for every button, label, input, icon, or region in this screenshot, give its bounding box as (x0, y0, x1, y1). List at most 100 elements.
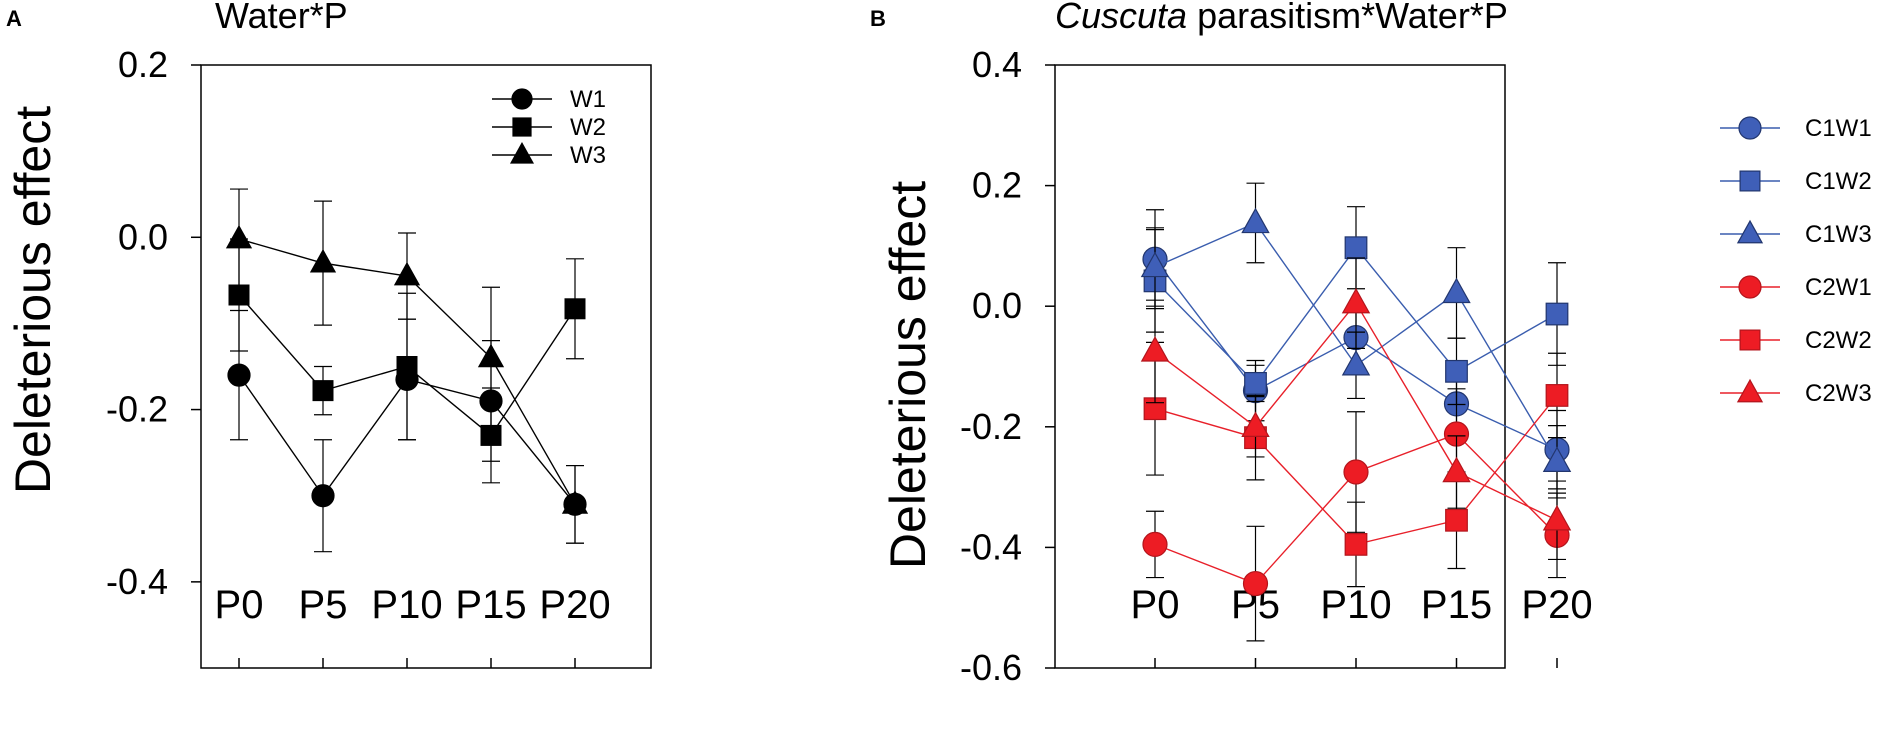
panel-b-plot-frame (1054, 64, 1506, 669)
data-point (561, 490, 589, 514)
legend-marker (1738, 116, 1762, 140)
legend-item-c2w1: C2W1 (1720, 274, 1872, 301)
legend-marker (1738, 275, 1762, 299)
panel-b-y-ticks: 0.4 0.2 0.0 -0.2 -0.4 -0.6 (960, 44, 1055, 688)
panel-b-series (1140, 182, 1572, 642)
legend-item-w3: W3 (492, 141, 606, 169)
x-tick-label: P15 (1421, 583, 1492, 627)
legend-label: C2W1 (1805, 274, 1872, 301)
data-point (1241, 411, 1270, 437)
legend-marker (1736, 378, 1764, 403)
legend-item-w2: W2 (492, 114, 606, 141)
panel-b-title-rest: parasitism*Water*P (1187, 0, 1508, 36)
legend-item-c1w3: C1W3 (1720, 219, 1872, 248)
x-tick-label: P10 (371, 583, 442, 627)
y-tick-label: 0.4 (972, 44, 1022, 85)
legend-marker (1739, 329, 1761, 351)
legend-item-c1w1: C1W1 (1720, 115, 1872, 142)
y-tick-label: -0.6 (960, 647, 1022, 688)
data-point (312, 380, 334, 402)
legend-marker (511, 88, 533, 110)
x-tick-label: P15 (455, 583, 526, 627)
data-point (1241, 207, 1270, 234)
data-point (311, 484, 335, 508)
data-point (396, 356, 418, 378)
data-point (225, 224, 253, 249)
series-c2w3 (1140, 257, 1572, 561)
data-point (1344, 236, 1368, 260)
y-tick-label: -0.2 (106, 389, 168, 430)
panel-a-plot-frame (200, 64, 652, 669)
data-point (1442, 277, 1471, 304)
panel-a-y-ticks: 0.2 0.0 -0.2 -0.4 (106, 44, 201, 602)
legend-marker (509, 141, 535, 164)
legend-label: W2 (570, 114, 606, 141)
data-point (1142, 531, 1168, 557)
data-point (1140, 336, 1170, 362)
data-point (309, 248, 337, 273)
data-point (1341, 287, 1371, 314)
y-tick-label: 0.2 (972, 165, 1022, 206)
panel-b-legend: C1W1 C1W2 C1W3 C2W1 C2W2 C2W3 (1720, 115, 1872, 407)
data-point (1445, 359, 1468, 383)
data-point (227, 363, 251, 387)
panel-b-title: Cuscuta parasitism*Water*P (1055, 0, 1508, 36)
data-point (1341, 349, 1371, 376)
legend-item-c2w2: C2W2 (1720, 327, 1872, 354)
x-tick-label: P10 (1320, 583, 1391, 627)
data-point (1140, 251, 1170, 278)
panel-b-title-italic: Cuscuta (1055, 0, 1187, 36)
x-tick-label: P0 (1131, 583, 1180, 627)
panel-a-y-axis-label: Deleterious effect (5, 106, 61, 494)
data-point (1545, 384, 1569, 407)
panel-a-series (225, 188, 589, 553)
legend-marker (1739, 170, 1761, 192)
panel-b-x-ticks: P0 P5 P10 P15 P20 (1131, 583, 1593, 668)
x-tick-label: P5 (299, 583, 348, 627)
y-tick-label: 0.2 (118, 44, 168, 85)
legend-label: C2W2 (1805, 327, 1872, 354)
panel-a-title: Water*P (215, 0, 348, 36)
panel-a-x-ticks: P0 P5 P10 P15 P20 (215, 583, 611, 668)
data-point (1542, 504, 1572, 531)
legend-label: C2W3 (1805, 380, 1872, 407)
legend-label: W3 (570, 142, 606, 169)
series-c1w3 (1140, 182, 1572, 499)
y-tick-label: -0.4 (960, 526, 1022, 567)
data-point (1343, 459, 1369, 485)
y-tick-label: -0.2 (960, 406, 1022, 447)
panel-b-label: B (870, 6, 886, 31)
x-tick-label: P0 (215, 583, 264, 627)
panel-b: B Cuscuta parasitism*Water*P Deleterious… (870, 0, 1872, 688)
legend-label: C1W1 (1805, 115, 1872, 142)
legend-marker (1736, 219, 1764, 244)
data-point (1445, 508, 1468, 532)
legend-item-c1w2: C1W2 (1720, 168, 1872, 195)
x-tick-label: P20 (539, 583, 610, 627)
y-tick-label: -0.4 (106, 561, 168, 602)
data-point (1545, 302, 1569, 326)
data-point (1344, 532, 1368, 556)
series-w3 (225, 188, 589, 544)
data-point (564, 298, 586, 320)
panel-b-y-axis-label: Deleterious effect (880, 181, 936, 569)
data-point (393, 261, 421, 286)
data-point (1242, 570, 1269, 597)
legend-label: W1 (570, 86, 606, 113)
legend-label: C1W3 (1805, 221, 1872, 248)
panel-a-label: A (6, 6, 22, 31)
y-tick-label: 0.0 (118, 216, 168, 257)
panel-a: A Water*P Deleterious effect 0.2 0.0 -0.2 -… (5, 0, 652, 669)
x-tick-label: P20 (1521, 583, 1592, 627)
legend-marker (512, 117, 532, 137)
legend-label: C1W2 (1805, 168, 1872, 195)
legend-item-c2w3: C2W3 (1720, 378, 1872, 407)
data-point (477, 343, 505, 368)
data-point (1442, 456, 1471, 483)
y-tick-label: 0.0 (972, 285, 1022, 326)
legend-item-w1: W1 (492, 86, 606, 113)
data-point (1244, 371, 1267, 395)
data-point (1542, 446, 1572, 472)
